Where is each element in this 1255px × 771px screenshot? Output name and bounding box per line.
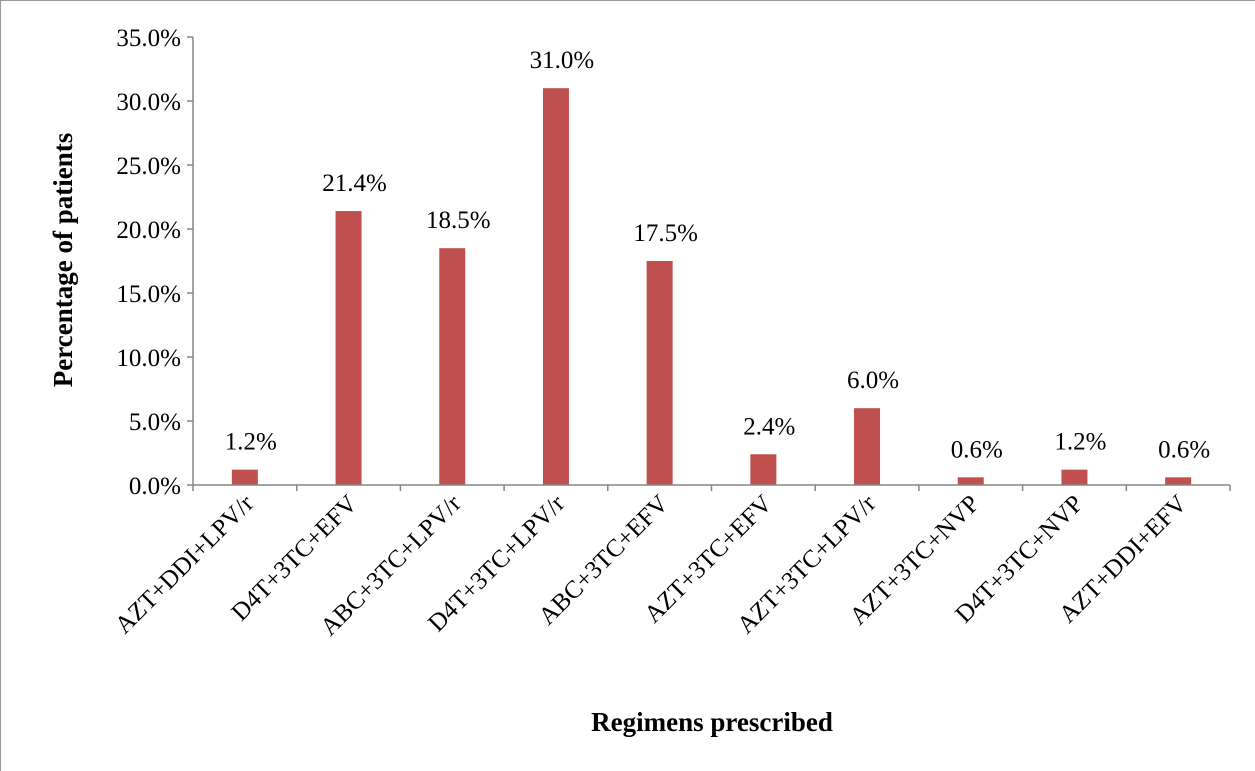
bar — [439, 248, 466, 485]
data-label: 6.0% — [847, 367, 899, 394]
bar — [542, 88, 569, 485]
data-label: 21.4% — [322, 170, 387, 197]
bar — [646, 261, 673, 485]
y-tick-label: 25.0% — [116, 153, 181, 180]
y-axis-title: Percentage of patients — [48, 133, 78, 387]
y-tick-label: 5.0% — [129, 409, 181, 436]
y-tick-label: 35.0% — [116, 25, 181, 52]
bars-group — [231, 88, 1192, 485]
axes-group — [187, 36, 1231, 491]
bar — [750, 454, 777, 485]
bar — [335, 211, 362, 485]
y-tick-label: 30.0% — [116, 89, 181, 116]
bar — [1165, 477, 1192, 485]
y-tick-label: 20.0% — [116, 217, 181, 244]
y-tick-label: 15.0% — [116, 281, 181, 308]
bar — [854, 408, 881, 485]
data-label: 18.5% — [426, 207, 491, 234]
data-label: 17.5% — [633, 220, 698, 247]
data-label: 1.2% — [1054, 429, 1106, 456]
data-label: 1.2% — [225, 429, 277, 456]
bar — [231, 469, 258, 485]
x-axis-title: Regimens prescribed — [591, 707, 833, 737]
data-label: 0.6% — [1158, 436, 1210, 463]
y-tick-label: 10.0% — [116, 345, 181, 372]
bar — [957, 477, 984, 485]
y-tick-label: 0.0% — [129, 473, 181, 500]
bar — [1061, 469, 1088, 485]
data-label: 0.6% — [951, 436, 1003, 463]
data-label: 2.4% — [743, 413, 795, 440]
data-label: 31.0% — [530, 47, 595, 74]
